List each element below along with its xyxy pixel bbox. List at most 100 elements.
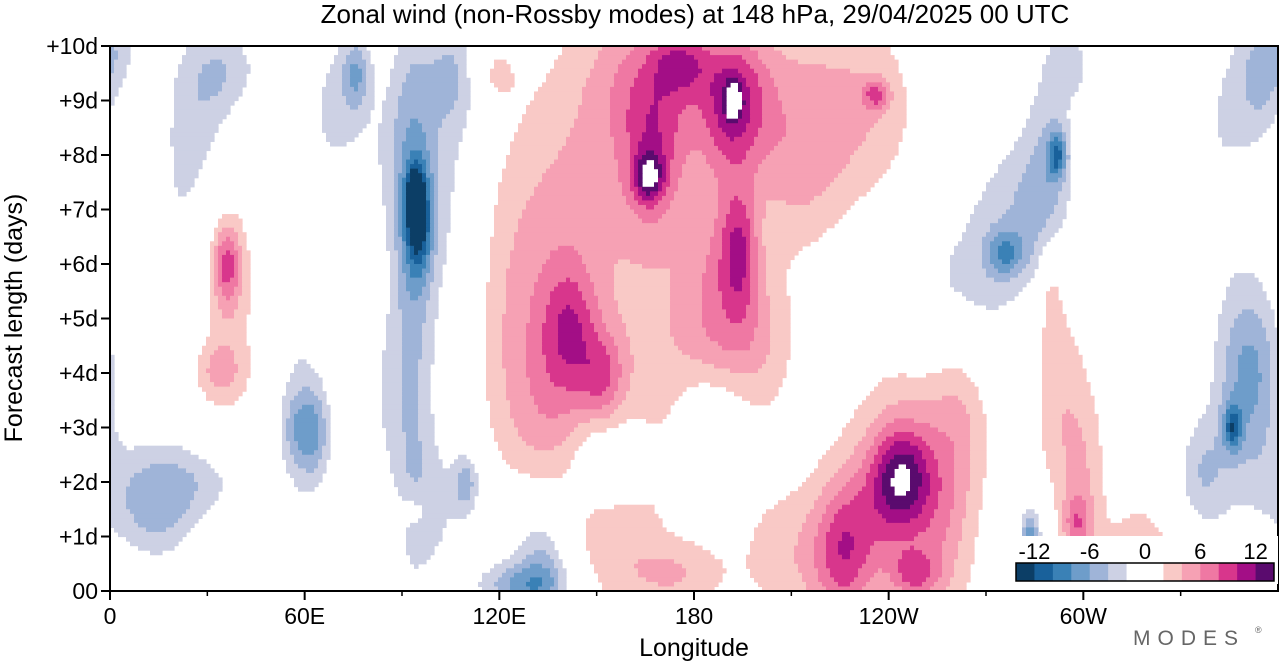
contour-cell	[410, 168, 419, 174]
contour-cell	[950, 282, 1027, 288]
contour-cell	[766, 204, 851, 211]
contour-cell	[590, 313, 603, 320]
contour-cell	[1034, 250, 1043, 256]
contour-cell	[430, 264, 435, 270]
contour-cell	[1246, 459, 1279, 465]
contour-cell	[398, 286, 407, 292]
contour-cell	[394, 482, 459, 488]
contour-cell	[550, 295, 583, 301]
contour-cell	[1022, 132, 1043, 138]
contour-cell	[654, 73, 699, 79]
contour-cell	[630, 145, 639, 152]
contour-cell	[754, 68, 771, 74]
contour-cell	[210, 259, 215, 265]
contour-cell	[406, 541, 439, 547]
contour-cell	[770, 295, 791, 301]
contour-cell	[406, 223, 427, 229]
contour-cell	[290, 450, 303, 456]
contour-cell	[338, 50, 351, 56]
contour-cell	[982, 195, 1015, 202]
contour-cell	[1230, 341, 1271, 347]
contour-cell	[566, 304, 571, 311]
contour-cell	[854, 541, 875, 547]
contour-cell	[1066, 459, 1087, 465]
contour-cell	[1082, 522, 1087, 529]
contour-cell	[1066, 482, 1091, 488]
contour-cell	[1022, 173, 1047, 179]
contour-cell	[602, 341, 615, 347]
contour-cell	[770, 150, 855, 156]
contour-cell	[326, 441, 331, 447]
contour-cell	[398, 232, 403, 238]
contour-cell	[110, 472, 135, 479]
contour-cell	[842, 504, 875, 510]
contour-cell	[554, 382, 611, 388]
contour-cell	[410, 273, 423, 279]
contour-cell	[634, 77, 655, 83]
contour-cell	[482, 586, 499, 592]
colorbar-legend: -12 -6 0 6 12	[1006, 536, 1278, 584]
contour-cell	[498, 445, 535, 451]
contour-cell	[618, 304, 671, 311]
contour-cell	[210, 291, 215, 297]
contour-cell	[434, 195, 439, 202]
contour-cell	[670, 291, 703, 297]
contour-cell	[314, 468, 327, 474]
contour-cell	[674, 150, 691, 156]
contour-cell	[1094, 500, 1107, 506]
contour-cell	[494, 436, 523, 442]
contour-cell	[786, 127, 871, 133]
contour-cell	[530, 195, 627, 202]
contour-cell	[402, 200, 407, 206]
contour-cell	[390, 259, 399, 265]
contour-cell	[526, 327, 543, 333]
contour-cell	[590, 318, 603, 324]
contour-cell	[930, 445, 955, 451]
contour-cell	[930, 568, 943, 574]
contour-cell	[406, 168, 411, 174]
contour-cell	[290, 441, 299, 447]
contour-cell	[314, 409, 323, 415]
contour-cell	[458, 91, 471, 97]
contour-cell	[630, 132, 643, 138]
contour-cell	[766, 268, 787, 274]
contour-cell	[514, 132, 571, 138]
contour-cell	[850, 500, 875, 506]
contour-cell	[618, 382, 631, 388]
contour-cell	[766, 286, 787, 292]
contour-cell	[426, 250, 431, 256]
contour-cell	[110, 445, 127, 451]
contour-cell	[634, 368, 731, 374]
contour-cell	[678, 123, 707, 129]
contour-cell	[1094, 527, 1159, 533]
contour-cell	[646, 191, 651, 197]
contour-cell	[418, 159, 427, 165]
contour-cell	[1218, 332, 1231, 338]
contour-cell	[390, 300, 399, 306]
contour-cell	[402, 413, 419, 420]
contour-cell	[970, 436, 987, 442]
contour-cell	[214, 286, 223, 292]
contour-cell	[426, 209, 431, 215]
contour-cell	[194, 477, 223, 483]
contour-cell	[882, 377, 971, 383]
x-tick-label: 120E	[472, 603, 526, 629]
contour-cell	[110, 86, 119, 93]
contour-cell	[718, 191, 755, 197]
contour-cell	[866, 477, 875, 483]
contour-cell	[490, 73, 515, 79]
contour-cell	[506, 395, 535, 401]
contour-cell	[322, 105, 351, 111]
contour-cell	[298, 409, 315, 415]
contour-cell	[526, 336, 543, 342]
contour-cell	[486, 291, 507, 297]
contour-cell	[550, 291, 583, 297]
contour-cell	[914, 459, 927, 465]
contour-cell	[394, 159, 403, 165]
contour-cell	[598, 572, 639, 578]
contour-cell	[222, 59, 247, 65]
contour-cell	[690, 82, 711, 88]
contour-cell	[418, 168, 423, 174]
contour-cell	[558, 336, 583, 342]
contour-cell	[630, 373, 787, 379]
